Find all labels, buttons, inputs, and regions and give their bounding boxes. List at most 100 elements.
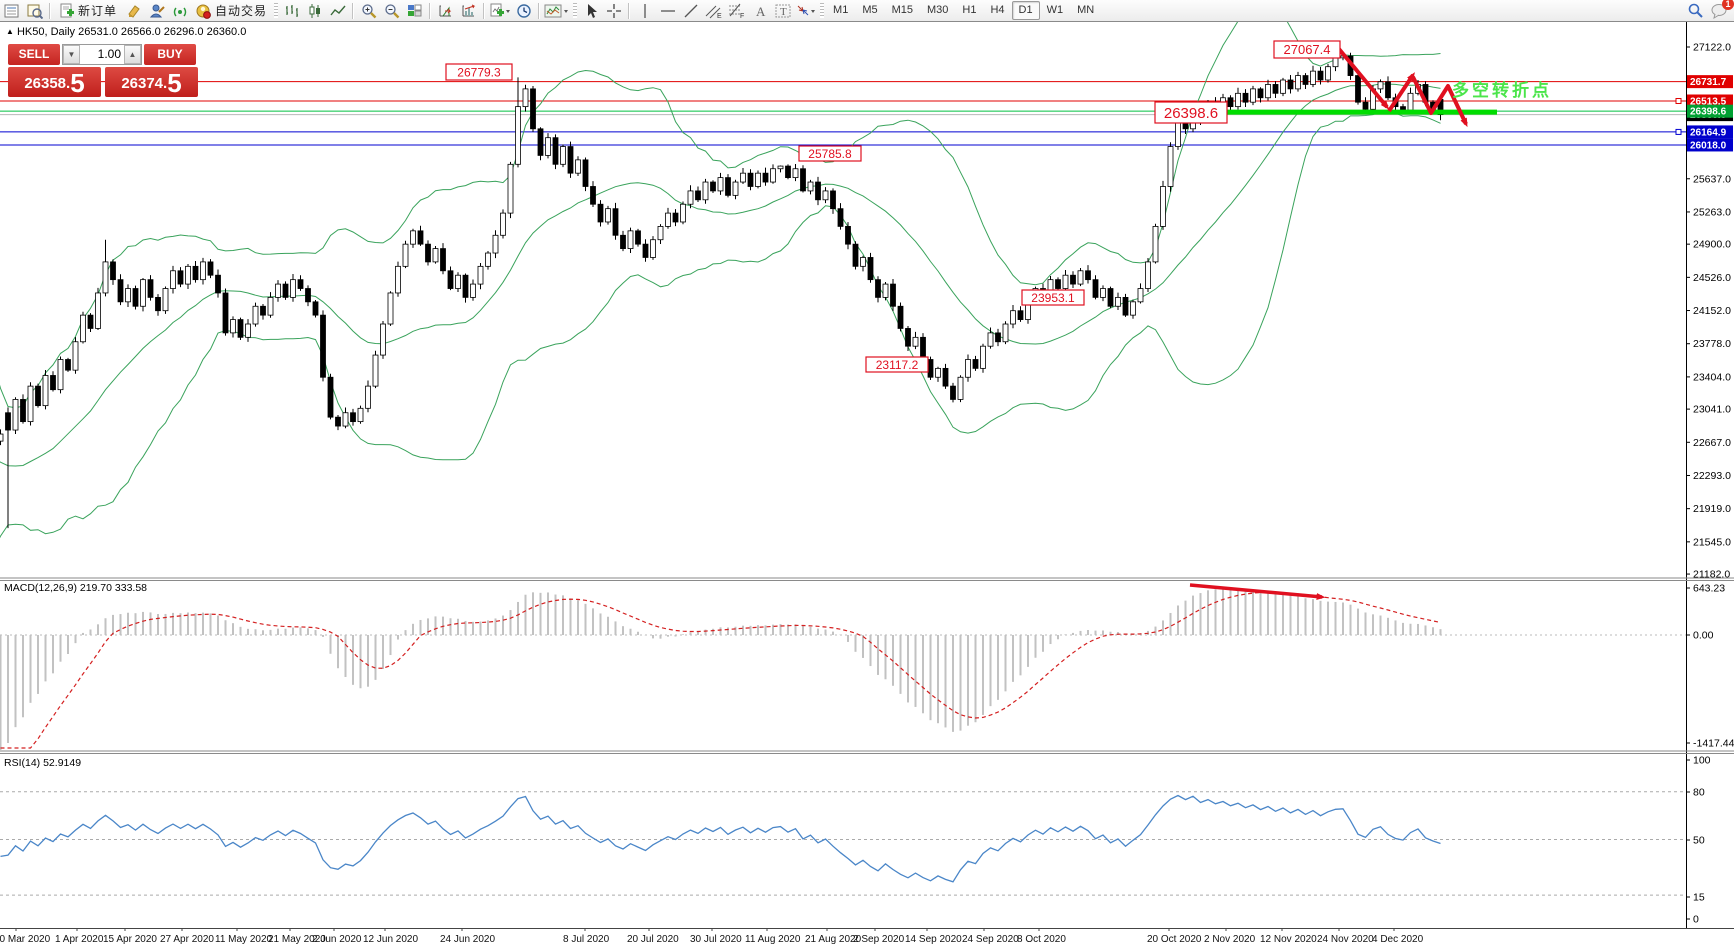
market-watch-icon[interactable] [0,1,23,20]
notifications-icon[interactable]: 1 [1707,0,1734,20]
chart-title-text: HK50, Daily 26531.0 26566.0 26296.0 2636… [16,26,247,38]
zoom-in-icon[interactable] [357,1,380,20]
chart-line-icon[interactable] [326,1,349,20]
time-axis-label: 12 Jun 2020 [363,934,418,945]
price-tick-label: 25637.0 [1693,173,1731,185]
new-chart-icon[interactable] [488,1,512,20]
macd-indicator-label: MACD(12,26,9) 219.70 333.58 [4,582,147,594]
crosshair-icon[interactable] [602,1,625,20]
data-window-icon[interactable] [23,1,46,20]
price-annotation-box[interactable] [1021,289,1085,306]
svg-text:25785.8: 25785.8 [808,147,852,161]
time-axis-label: 2 Jun 2020 [312,934,362,945]
price-tick-label: 21545.0 [1693,536,1731,548]
price-tick-label: 21919.0 [1693,503,1731,515]
line-drag-handle[interactable] [1675,128,1682,135]
tile-windows-icon[interactable] [403,1,426,20]
vertical-line-icon[interactable] [633,1,656,20]
equidistant-channel-icon[interactable]: E [702,1,725,20]
price-tick-label: 23404.0 [1693,371,1731,383]
svg-text:F: F [740,13,744,19]
trend-arrow[interactable] [1411,76,1468,128]
main-toolbar: 新订单 自动交易 [0,0,1734,22]
profile-icon[interactable] [145,1,168,20]
price-tick-label: 22293.0 [1693,470,1731,482]
auto-trading-label: 自动交易 [215,4,268,18]
sell-button[interactable]: SELL [8,44,60,65]
cursor-icon[interactable] [579,1,602,20]
time-axis-label: 2 Nov 2020 [1204,934,1256,945]
buy-price-main: 26374. [121,75,168,92]
templates-icon[interactable] [543,1,571,20]
clock-icon[interactable] [512,1,535,20]
trendline-icon[interactable] [679,1,702,20]
macd-axis-label: -1417.44 [1693,738,1734,750]
time-axis-label: 30 Jul 2020 [690,934,742,945]
time-axis-label: 4 Dec 2020 [1372,934,1424,945]
trend-arrow[interactable] [1337,47,1390,110]
macd-axis-label: 643.23 [1693,583,1725,595]
auto-trading-icon [196,4,211,19]
tab-timeframe-h1[interactable]: H1 [962,4,977,16]
trend-arrow[interactable] [1387,72,1415,113]
price-tick-label: 22667.0 [1693,437,1731,449]
horizontal-line-icon[interactable] [656,1,679,20]
tab-timeframe-d1[interactable]: D1 [1011,1,1040,20]
volume-decrease-button[interactable]: ▼ [63,45,80,64]
tab-timeframe-m15[interactable]: M15 [891,4,913,16]
search-icon[interactable] [1684,1,1707,20]
svg-text:26398.6: 26398.6 [1164,105,1218,122]
time-axis-label: 27 Apr 2020 [160,934,214,945]
svg-text:23117.2: 23117.2 [876,358,919,372]
chart-bars-icon[interactable] [280,1,303,20]
chart-title: ▲ HK50, Daily 26531.0 26566.0 26296.0 26… [6,26,246,38]
signal-icon[interactable] [168,1,191,20]
time-axis-label: 20 Jul 2020 [627,934,679,945]
rsi-axis-label: 15 [1693,892,1705,904]
text-icon[interactable]: A [748,1,771,20]
macd-trend-arrow[interactable] [1189,583,1326,600]
rsi-axis-label: 0 [1693,914,1699,926]
time-axis-label: 24 Nov 2020 [1317,934,1374,945]
tab-timeframe-m30[interactable]: M30 [927,4,949,16]
volume-input[interactable]: 1.00 [97,47,121,61]
price-annotation-box[interactable] [798,145,862,162]
price-line-label: 26164.9 [1690,127,1727,138]
time-axis-label: 21 Aug 2020 [805,934,862,945]
new-order-button[interactable]: 新订单 [54,1,122,20]
tab-timeframe-m1[interactable]: M1 [833,4,849,16]
styler-icon[interactable] [122,1,145,20]
zoom-out-icon[interactable] [380,1,403,20]
chart-candles-icon[interactable] [303,1,326,20]
tab-timeframe-h4[interactable]: H4 [990,4,1005,16]
time-axis-label: 20 Oct 2020 [1147,934,1202,945]
buy-price-display[interactable]: 26374. 5 [105,67,198,97]
price-annotation-box[interactable] [1273,40,1341,59]
price-annotation-box[interactable] [865,356,929,373]
time-axis-label: 14 Sep 2020 [905,934,962,945]
svg-text:A: A [756,4,766,19]
fibonacci-icon[interactable]: F [725,1,748,20]
tab-timeframe-m5[interactable]: M5 [862,4,878,16]
sell-price-display[interactable]: 26358. 5 [8,67,101,97]
optimization-icon[interactable] [457,1,480,20]
line-drag-handle[interactable] [1675,97,1682,104]
rsi-axis-label: 50 [1693,835,1705,847]
tab-timeframe-mn[interactable]: MN [1077,4,1095,16]
arrows-icon[interactable] [794,1,818,20]
strategy-tester-icon[interactable] [434,1,457,20]
auto-trading-button[interactable]: 自动交易 [191,1,272,20]
price-annotation-box[interactable] [445,63,513,81]
time-axis-label: 24 Jun 2020 [440,934,495,945]
price-line-label: 26731.7 [1690,77,1727,88]
time-axis-label: 21 May 2020 [268,934,326,945]
price-tick-label: 25263.0 [1693,206,1731,218]
text-label-icon[interactable]: T [771,1,794,20]
buy-button[interactable]: BUY [144,44,196,65]
tab-timeframe-w1[interactable]: W1 [1046,4,1064,16]
new-order-label: 新订单 [78,4,118,18]
price-annotation-box[interactable] [1154,101,1228,124]
volume-increase-button[interactable]: ▲ [124,45,141,64]
time-axis-label: 1 Apr 2020 [55,934,104,945]
